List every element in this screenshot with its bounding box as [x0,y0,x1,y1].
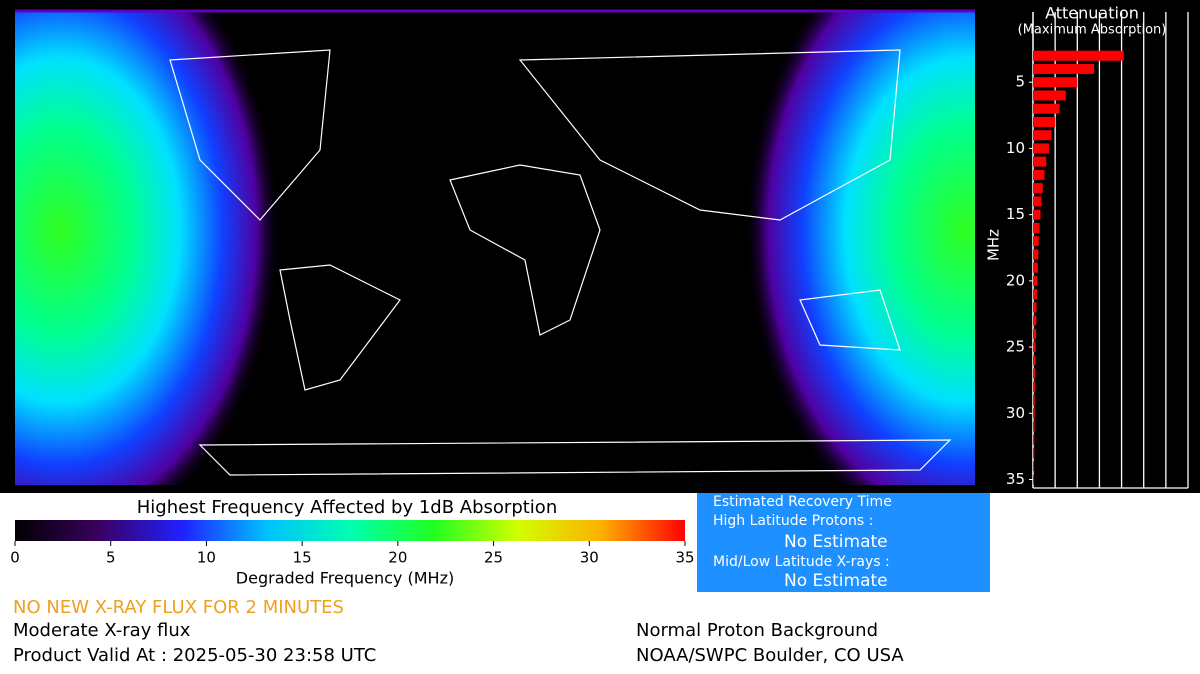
y-tick-label: 25 [1006,338,1025,356]
x-tick-label: 0 [1029,495,1038,511]
bar [1033,196,1042,207]
bar [1033,169,1045,180]
recovery-box: Estimated Recovery Time High Latitude Pr… [697,493,990,592]
bar [1033,448,1035,459]
bar [1033,209,1041,220]
colorbar-tick-label: 25 [484,549,503,567]
colorbar-title: Highest Frequency Affected by 1dB Absorp… [137,497,557,518]
x-tick-label: 35 [1179,495,1197,511]
bar [1033,302,1037,313]
coastlines [169,49,952,476]
bar [1033,381,1035,392]
status: NO NEW X-RAY FLUX FOR 2 MINUTES Moderate… [13,597,904,666]
bar [1033,461,1035,472]
x-tick-label: 25 [1135,495,1153,511]
y-tick-label: 30 [1006,404,1025,422]
bar [1033,116,1056,127]
colorbar-tick-label: 35 [675,549,694,567]
bar [1033,77,1078,88]
bar [1033,474,1035,485]
x-tick-label: 10 [1068,495,1086,511]
bar [1033,342,1036,353]
y-tick-label: 35 [1006,470,1025,488]
recovery-title: Estimated Recovery Time [713,494,892,510]
day-absorption-east [15,10,975,485]
alert: NO NEW X-RAY FLUX FOR 2 MINUTES [13,597,344,618]
y-axis-label: MHz [985,229,1003,261]
colorbar-tick-label: 15 [293,549,312,567]
bar [1033,63,1095,74]
bar [1033,90,1066,101]
info-background [0,493,1200,670]
high-latitude-value: No Estimate [784,532,888,552]
x-axis-label: dB [1084,526,1106,546]
bar [1033,50,1124,61]
recovery-panel [697,493,990,592]
bar [1033,315,1037,326]
colorbar: Highest Frequency Affected by 1dB Absorp… [10,497,694,588]
bar [1033,249,1039,260]
mid-latitude-value: No Estimate [784,571,888,591]
bar [1033,103,1060,114]
colorbar-tick-label: 10 [197,549,216,567]
bar [1033,222,1040,233]
bar [1033,421,1035,432]
xray-status: Moderate X-ray flux [13,620,191,641]
proton-status: Normal Proton Background [636,620,878,641]
bar [1033,275,1038,286]
bar [1033,236,1039,247]
y-tick-label: 5 [1015,73,1025,91]
colorbar-label: Degraded Frequency (MHz) [236,569,454,588]
bar [1033,434,1035,445]
map [15,9,975,485]
attenuation-chart: Attenuation (Maximum Absorption) MHz dB … [985,4,1197,547]
bar [1033,368,1036,379]
bar [1033,156,1047,167]
chart-title: Attenuation [1045,4,1139,23]
bar [1033,408,1035,419]
high-latitude-label: High Latitude Protons : [713,513,873,529]
x-tick-label: 30 [1157,495,1175,511]
y-tick-label: 10 [1006,139,1025,157]
mid-latitude-label: Mid/Low Latitude X-rays : [713,554,890,570]
bar [1033,262,1038,273]
bar [1033,328,1037,339]
colorbar-tick-label: 30 [580,549,599,567]
colorbar-tick-label: 20 [388,549,407,567]
y-tick-label: 20 [1006,271,1025,289]
bar [1033,355,1036,366]
source: NOAA/SWPC Boulder, CO USA [636,645,904,666]
bar [1033,183,1043,194]
colorbar-tick-label: 0 [10,549,20,567]
colorbar-tick-label: 5 [106,549,116,567]
bar [1033,143,1049,154]
colorbar-gradient [15,520,685,541]
bar [1033,289,1037,300]
bar [1033,395,1035,406]
bar [1033,130,1052,141]
x-tick-label: 5 [1051,495,1060,511]
valid-time: Product Valid At : 2025-05-30 23:58 UTC [13,645,376,666]
x-tick-label: 20 [1113,495,1131,511]
x-tick-label: 15 [1091,495,1109,511]
y-tick-label: 15 [1006,205,1025,223]
